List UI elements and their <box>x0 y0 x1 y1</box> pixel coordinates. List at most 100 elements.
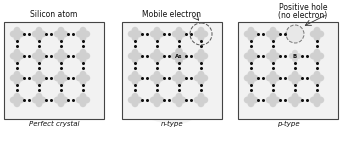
Circle shape <box>79 96 86 103</box>
Circle shape <box>180 31 186 37</box>
Circle shape <box>136 53 142 59</box>
Circle shape <box>14 49 20 55</box>
Circle shape <box>248 101 254 107</box>
Circle shape <box>154 96 161 103</box>
Circle shape <box>176 101 182 107</box>
Circle shape <box>247 31 255 38</box>
Circle shape <box>14 71 20 77</box>
Circle shape <box>247 96 255 103</box>
Circle shape <box>128 53 134 59</box>
Circle shape <box>154 79 160 85</box>
Circle shape <box>270 27 276 33</box>
Circle shape <box>154 31 161 38</box>
Circle shape <box>292 79 298 85</box>
Circle shape <box>136 31 142 37</box>
Circle shape <box>14 57 20 63</box>
Circle shape <box>318 97 324 103</box>
Circle shape <box>58 35 64 41</box>
Circle shape <box>40 53 46 59</box>
Circle shape <box>36 96 42 103</box>
Circle shape <box>269 31 276 38</box>
Circle shape <box>313 52 321 60</box>
Circle shape <box>252 31 258 37</box>
Circle shape <box>248 93 254 99</box>
Text: S: S <box>145 60 205 141</box>
Circle shape <box>58 57 64 63</box>
Circle shape <box>296 75 302 81</box>
Circle shape <box>198 57 204 63</box>
Circle shape <box>270 35 276 41</box>
Circle shape <box>310 31 316 37</box>
Circle shape <box>194 97 200 103</box>
Circle shape <box>132 35 138 41</box>
Circle shape <box>132 57 138 63</box>
Circle shape <box>13 96 20 103</box>
Text: (no electron): (no electron) <box>279 11 328 20</box>
Circle shape <box>54 75 60 81</box>
Circle shape <box>84 31 90 37</box>
Circle shape <box>269 74 276 82</box>
Text: n-type: n-type <box>161 121 183 127</box>
Circle shape <box>270 71 276 77</box>
Circle shape <box>84 75 90 81</box>
Circle shape <box>54 53 60 59</box>
Circle shape <box>244 75 250 81</box>
Circle shape <box>40 97 46 103</box>
Circle shape <box>80 79 86 85</box>
Circle shape <box>176 27 182 33</box>
Circle shape <box>198 49 204 55</box>
Circle shape <box>58 52 65 60</box>
Circle shape <box>198 71 204 77</box>
Circle shape <box>176 71 182 77</box>
Circle shape <box>313 96 321 103</box>
Circle shape <box>14 101 20 107</box>
Circle shape <box>314 57 320 63</box>
Circle shape <box>36 35 42 41</box>
Circle shape <box>36 27 42 33</box>
Circle shape <box>36 93 42 99</box>
Circle shape <box>79 74 86 82</box>
Circle shape <box>58 101 64 107</box>
Circle shape <box>76 97 82 103</box>
Circle shape <box>270 93 276 99</box>
Text: Mobile electron: Mobile electron <box>143 10 202 19</box>
Circle shape <box>244 53 250 59</box>
Circle shape <box>270 57 276 63</box>
Circle shape <box>310 97 316 103</box>
Circle shape <box>314 93 320 99</box>
Circle shape <box>310 75 316 81</box>
Circle shape <box>80 93 86 99</box>
Circle shape <box>314 35 320 41</box>
Circle shape <box>197 74 204 82</box>
Circle shape <box>132 74 138 82</box>
Circle shape <box>198 27 204 33</box>
Circle shape <box>197 31 204 38</box>
Circle shape <box>150 75 156 81</box>
Circle shape <box>274 97 280 103</box>
Circle shape <box>58 31 65 38</box>
Circle shape <box>247 74 255 82</box>
Circle shape <box>197 52 204 60</box>
Circle shape <box>244 97 250 103</box>
Circle shape <box>132 31 138 38</box>
Circle shape <box>14 93 20 99</box>
Circle shape <box>154 35 160 41</box>
Circle shape <box>80 49 86 55</box>
Circle shape <box>32 31 38 37</box>
Circle shape <box>128 75 134 81</box>
Circle shape <box>62 75 68 81</box>
Circle shape <box>79 52 86 60</box>
Circle shape <box>80 35 86 41</box>
Circle shape <box>248 49 254 55</box>
Circle shape <box>10 53 16 59</box>
Circle shape <box>314 71 320 77</box>
Circle shape <box>292 71 298 77</box>
Circle shape <box>269 52 276 60</box>
Circle shape <box>295 53 301 59</box>
Circle shape <box>202 75 208 81</box>
Circle shape <box>252 97 258 103</box>
Circle shape <box>32 97 38 103</box>
Circle shape <box>80 27 86 33</box>
Circle shape <box>318 75 324 81</box>
Circle shape <box>132 27 138 33</box>
